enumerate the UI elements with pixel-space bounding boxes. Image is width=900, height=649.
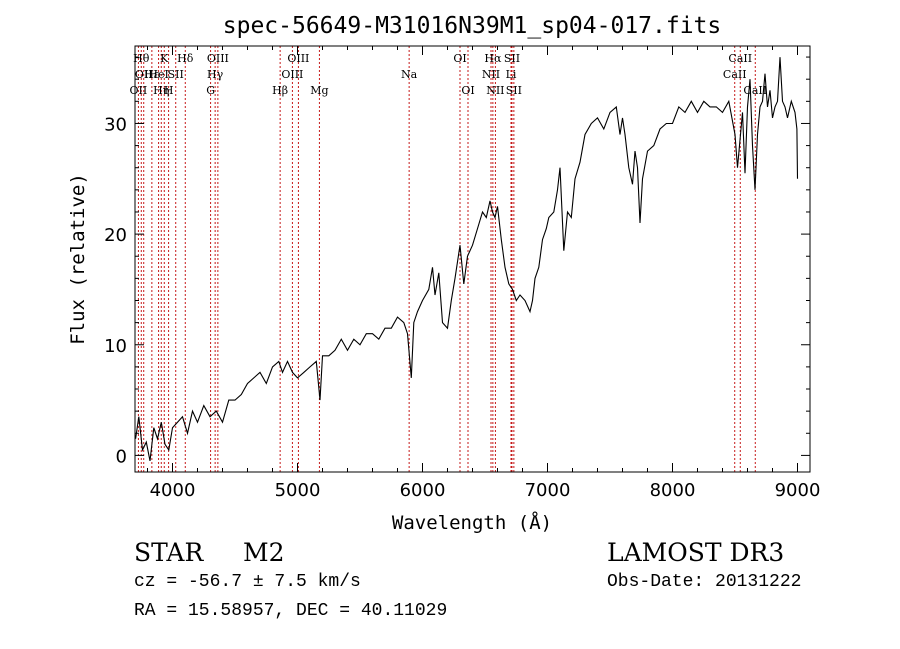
observation-date: Obs-Date: 20131222 <box>607 572 802 592</box>
line-marker-label: Hη <box>153 84 169 97</box>
line-marker-label: SII <box>168 68 184 81</box>
x-tick-label: 4000 <box>150 480 196 501</box>
line-marker-label: NII <box>486 84 504 97</box>
survey-name: LAMOST DR3 <box>607 538 785 567</box>
line-marker-label: Hθ <box>133 52 150 65</box>
x-tick-label: 9000 <box>775 480 821 501</box>
x-tick-label: 8000 <box>650 480 696 501</box>
chart-title: spec-56649-M31016N39M1_sp04-017.fits <box>223 13 722 39</box>
y-tick-label: 30 <box>104 114 127 135</box>
plot-frame <box>134 45 811 473</box>
line-marker-label: G <box>206 84 215 97</box>
object-class: STAR <box>134 538 204 567</box>
line-marker-label: OIII <box>287 52 309 65</box>
line-marker-label: OI <box>453 52 466 65</box>
x-tick-label: 5000 <box>275 480 321 501</box>
line-marker-label: CaII <box>728 52 752 65</box>
redshift-velocity: cz = -56.7 ± 7.5 km/s <box>134 572 361 592</box>
line-marker-label: H <box>164 84 174 97</box>
y-tick-label: 20 <box>104 225 127 246</box>
x-axis: 4000 5000 6000 7000 8000 9000 <box>147 46 821 501</box>
line-markers <box>137 46 756 472</box>
line-marker-label: Hγ <box>207 68 224 81</box>
line-marker-label: OI <box>461 84 474 97</box>
line-marker-label: Li <box>506 68 517 81</box>
y-axis: 0 10 20 30 <box>104 56 810 467</box>
line-marker-label: OIII <box>281 68 303 81</box>
line-marker-label: Hδ <box>177 52 194 65</box>
line-marker-label: SII <box>504 52 520 65</box>
coordinates: RA = 15.58957, DEC = 40.11029 <box>134 601 448 621</box>
line-marker-label: OIII <box>207 52 229 65</box>
y-axis-label: Flux (relative) <box>67 173 89 345</box>
line-marker-label: Hβ <box>272 84 288 97</box>
line-marker-label: Hε <box>144 68 160 81</box>
x-tick-label: 7000 <box>525 480 571 501</box>
y-tick-label: 0 <box>116 446 127 467</box>
line-marker-label: OII <box>135 68 153 81</box>
line-marker-label: CaII <box>723 68 747 81</box>
y-tick-label: 10 <box>104 336 127 357</box>
line-marker-label: K <box>160 52 169 65</box>
line-marker-label: OII <box>130 84 148 97</box>
line-marker-label: SII <box>506 84 522 97</box>
spectrum-line <box>135 57 799 462</box>
x-axis-label: Wavelength (Å) <box>392 511 552 534</box>
line-marker-label: NII <box>482 68 500 81</box>
line-marker-labels: OIIHθOIIHεHeIHηKHSIIHδGHγOIIIHβOIIIOIIIM… <box>130 52 768 97</box>
line-marker-label: Na <box>401 68 418 81</box>
object-subclass: M2 <box>243 538 285 567</box>
x-tick-label: 6000 <box>400 480 446 501</box>
line-marker-label: Mg <box>310 84 328 97</box>
line-marker-label: HeI <box>148 68 168 81</box>
line-marker-label: Hα <box>484 52 502 65</box>
